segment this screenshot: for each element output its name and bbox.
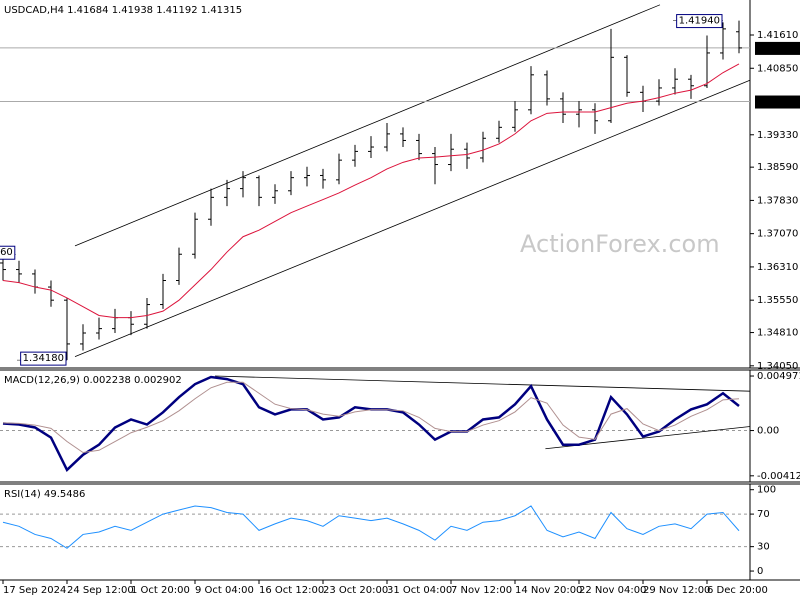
x-tick-label: 14 Nov 20:00 [515, 585, 582, 596]
x-tick-label: 17 Sep 2024 [3, 585, 66, 596]
trend-line [214, 375, 751, 392]
y-tick-label: 0 [757, 566, 763, 577]
panel-header: MACD(12,26,9) 0.002238 0.002902 [4, 375, 182, 386]
header-value: MACD(12,26,9) [4, 375, 80, 386]
y-tick-label: 1.37070 [757, 229, 798, 240]
x-tick-label: 29 Nov 12:00 [643, 585, 710, 596]
label-box [755, 95, 800, 109]
annotation-label: 60 [0, 247, 13, 258]
y-tick-label: 1.36310 [757, 262, 798, 273]
x-tick-label: 1 Oct 20:00 [131, 585, 190, 596]
header-value: 1.41684 [67, 5, 108, 16]
y-tick-label: 30 [757, 542, 770, 553]
header-value: RSI(14) [4, 489, 41, 500]
x-tick-label: 6 Dec 20:00 [707, 585, 768, 596]
trend-line [74, 79, 751, 357]
series-line [2, 505, 740, 549]
y-tick-label: 1.37830 [757, 195, 798, 206]
y-tick-label: 0.00 [757, 426, 779, 437]
series-line [2, 381, 740, 454]
header-value: 49.5486 [44, 489, 85, 500]
label-box [0, 245, 16, 260]
header-value: 0.002238 [83, 375, 131, 386]
panel-header: USDCAD,H4 1.41684 1.41938 1.41192 1.4131… [4, 5, 242, 16]
x-tick-label: 24 Sep 12:00 [67, 585, 134, 596]
y-tick-label: 1.34810 [757, 328, 798, 339]
x-tick-label: 22 Nov 04:00 [579, 585, 646, 596]
y-tick-label: -0.004126 [757, 471, 800, 482]
header-value: 1.41938 [112, 5, 153, 16]
trend-line [74, 4, 661, 247]
y-tick-label: 1.39330 [757, 130, 798, 141]
y-tick-label: 1.38590 [757, 162, 798, 173]
annotation-label: 1.41940 [679, 16, 720, 27]
x-tick-label: 16 Oct 12:00 [259, 585, 324, 596]
y-tick-label: 100 [757, 485, 776, 496]
header-value: 1.41192 [156, 5, 197, 16]
x-tick-label: 7 Nov 12:00 [451, 585, 512, 596]
header-value: 0.002902 [134, 375, 182, 386]
price-line-label: 1.41315 [757, 43, 798, 54]
y-tick-label: 0.004971 [757, 371, 800, 382]
y-tick-label: 1.41610 [757, 30, 798, 41]
label-box [755, 41, 800, 55]
header-value: 1.41315 [201, 5, 242, 16]
label-box [20, 351, 67, 366]
y-tick-label: 70 [757, 509, 770, 520]
header-value: USDCAD,H4 [4, 5, 64, 16]
moving-average [2, 63, 740, 319]
y-tick-label: 1.40850 [757, 63, 798, 74]
x-tick-label: 31 Oct 04:00 [387, 585, 452, 596]
price-line-label: 1.40090 [757, 97, 798, 108]
y-tick-label: 1.35550 [757, 295, 798, 306]
panel-header: RSI(14) 49.5486 [4, 489, 85, 500]
label-box [676, 14, 723, 29]
y-tick-label: 1.34050 [757, 361, 798, 372]
watermark: ActionForex.com [520, 230, 720, 258]
x-tick-label: 9 Oct 04:00 [195, 585, 254, 596]
annotation-label: 1.34180 [23, 353, 64, 364]
x-tick-label: 23 Oct 20:00 [323, 585, 388, 596]
